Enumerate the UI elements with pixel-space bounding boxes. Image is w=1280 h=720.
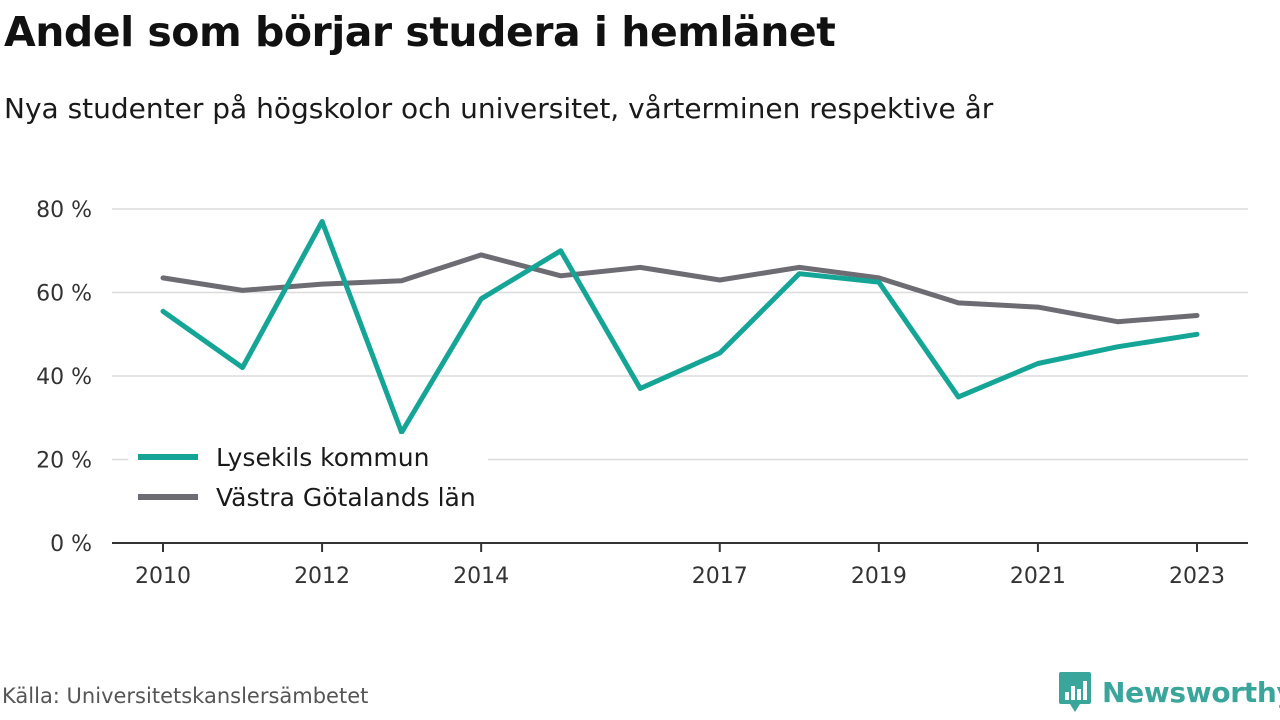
brand-logo[interactable]: Newsworthy (1058, 670, 1280, 714)
y-tick-label: 60 % (36, 282, 92, 307)
x-tick-label: 2021 (1010, 564, 1066, 589)
y-tick-label: 20 % (36, 449, 92, 474)
legend-label: Lysekils kommun (216, 443, 429, 472)
y-tick-label: 0 % (50, 532, 92, 557)
x-tick-label: 2023 (1169, 564, 1225, 589)
source-note: Källa: Universitetskanslersämbetet (2, 684, 369, 708)
legend-label: Västra Götalands län (216, 483, 476, 512)
legend: Lysekils kommun Västra Götalands län (128, 434, 488, 524)
series-lines (160, 219, 1200, 435)
legend-background (128, 434, 488, 524)
x-tick-label: 2010 (135, 564, 191, 589)
y-tick-label: 40 % (36, 365, 92, 390)
brand-name: Newsworthy (1102, 675, 1280, 709)
x-axis-ticks: 2010 2012 2014 2017 2019 2021 2023 (135, 543, 1225, 589)
x-tick-label: 2012 (294, 564, 350, 589)
y-axis-ticks: 0 % 20 % 40 % 60 % 80 % (36, 198, 92, 557)
x-tick-label: 2014 (453, 564, 509, 589)
grid-lines (112, 208, 1248, 461)
series-line-0 (160, 219, 1200, 435)
newsworthy-logo-icon (1059, 672, 1091, 712)
y-tick-label: 80 % (36, 198, 92, 223)
chart-title: Andel som börjar studera i hemlänet (4, 8, 836, 56)
x-tick-label: 2017 (692, 564, 748, 589)
chart-subtitle: Nya studenter på högskolor och universit… (4, 92, 994, 125)
x-tick-label: 2019 (851, 564, 907, 589)
series-line-1 (160, 252, 1200, 325)
